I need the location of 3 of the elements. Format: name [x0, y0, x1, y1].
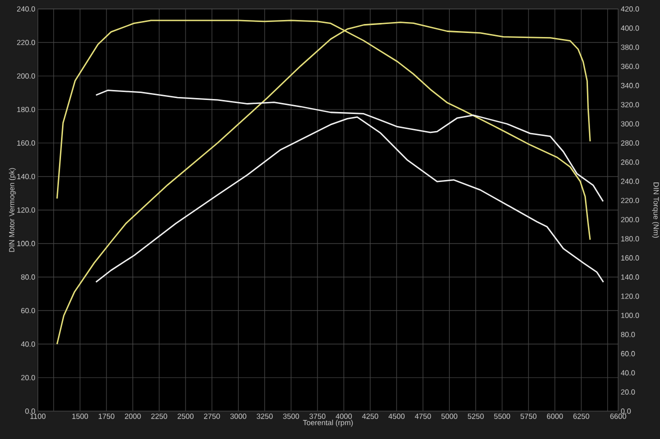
line-series [95, 90, 604, 202]
line-series [95, 116, 604, 283]
line-series [56, 22, 591, 345]
